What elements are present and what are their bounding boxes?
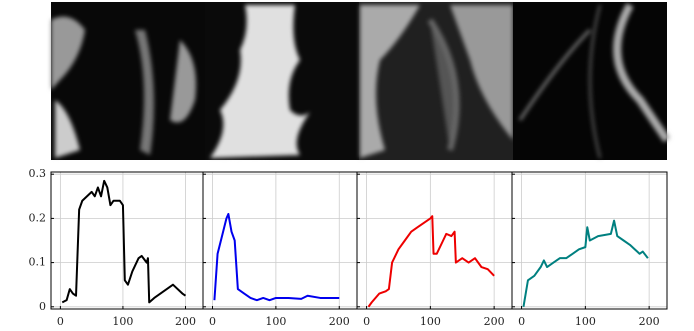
- x-tick-label: 100: [265, 315, 286, 328]
- image-panel: [359, 2, 513, 160]
- line-series: [522, 219, 649, 307]
- x-tick-label: 0: [209, 315, 216, 328]
- x-tick-label: 100: [112, 315, 133, 328]
- axes-frame: [356, 171, 513, 310]
- image-panel: [205, 2, 359, 160]
- x-tick-label: 0: [57, 315, 64, 328]
- image-panel: [51, 2, 205, 160]
- y-tick-label: 0.3: [29, 167, 47, 180]
- image-panel: [513, 2, 671, 160]
- image-strip: [51, 2, 671, 160]
- line-series: [367, 215, 495, 308]
- y-tick-label: 0.2: [29, 211, 47, 224]
- x-tick-label: 200: [484, 315, 505, 328]
- axes-frame: [202, 171, 358, 310]
- line-series: [213, 212, 340, 302]
- axes-frame: [50, 171, 204, 310]
- line-series: [61, 179, 187, 304]
- y-tick-label: 0: [39, 300, 46, 313]
- y-tick-label: 0.1: [29, 256, 47, 269]
- axes-frame: [511, 171, 668, 310]
- x-tick-label: 200: [175, 315, 196, 328]
- x-tick-label: 0: [518, 315, 525, 328]
- x-tick-label: 100: [420, 315, 441, 328]
- x-tick-label: 100: [575, 315, 596, 328]
- x-tick-label: 200: [639, 315, 660, 328]
- x-tick-label: 0: [363, 315, 370, 328]
- x-tick-label: 200: [329, 315, 350, 328]
